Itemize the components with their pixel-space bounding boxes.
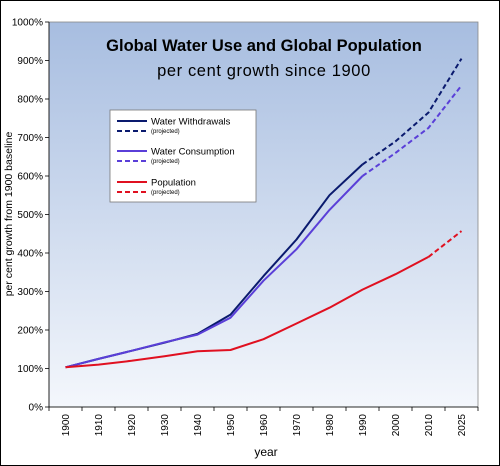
series-lines	[65, 58, 463, 369]
y-tick-label: 1000%	[12, 18, 43, 29]
plot-area	[48, 21, 479, 408]
series-line	[65, 175, 364, 369]
y-tick-label: 400%	[17, 249, 43, 260]
legend: Water Withdrawals(projected)Water Consum…	[109, 109, 257, 203]
y-axis-label: per cent growth from 1900 baseline	[3, 132, 15, 297]
x-tick-label: 2025	[457, 414, 468, 437]
legend-label: Water Withdrawals	[151, 117, 231, 128]
y-tick-label: 100%	[17, 364, 43, 375]
y-tick-label: 800%	[17, 95, 43, 106]
series-line-projected	[361, 58, 463, 166]
y-tick-label: 500%	[17, 210, 43, 221]
x-tick-label: 1990	[358, 414, 369, 437]
x-axis-label: year	[254, 445, 277, 459]
y-tick-label: 700%	[17, 133, 43, 144]
y-tick-label: 600%	[17, 172, 43, 183]
y-tick-label: 900%	[17, 56, 43, 67]
y-axis: 0% 100% 200% 300% 400% 500% 600% 700% 800% 900% 10…	[12, 18, 50, 414]
series-line	[65, 256, 429, 369]
chart-title: Global Water Use and Global Population	[106, 37, 422, 55]
x-tick-label: 1900	[61, 414, 72, 437]
legend-note: (projected)	[151, 190, 180, 196]
x-tick-label: 1980	[325, 414, 336, 437]
x-tick-label: 1950	[226, 414, 237, 437]
y-tick-label: 0%	[29, 403, 44, 414]
x-tick-label: 1970	[292, 414, 303, 437]
x-axis: 1900 1910 1920 1930 1940 1950 1960 1970 1980 1990…	[48, 406, 479, 437]
legend-label: Population	[151, 178, 196, 189]
x-tick-label: 2000	[391, 414, 402, 437]
series-line-projected	[361, 84, 463, 177]
y-tick-label: 200%	[17, 326, 43, 337]
x-tick-label: 2010	[424, 414, 435, 437]
chart-subtitle: per cent growth since 1900	[157, 62, 371, 80]
legend-note: (projected)	[151, 129, 180, 135]
legend-label: Water Consumption	[151, 147, 235, 158]
x-tick-label: 1920	[127, 414, 138, 437]
legend-box	[109, 109, 257, 203]
x-tick-label: 1910	[94, 414, 105, 437]
x-tick-label: 1960	[259, 414, 270, 437]
x-tick-label: 1940	[193, 414, 204, 437]
legend-note: (projected)	[151, 159, 180, 165]
x-tick-label: 1930	[160, 414, 171, 437]
series-line-projected	[427, 230, 463, 258]
y-tick-label: 300%	[17, 287, 43, 298]
